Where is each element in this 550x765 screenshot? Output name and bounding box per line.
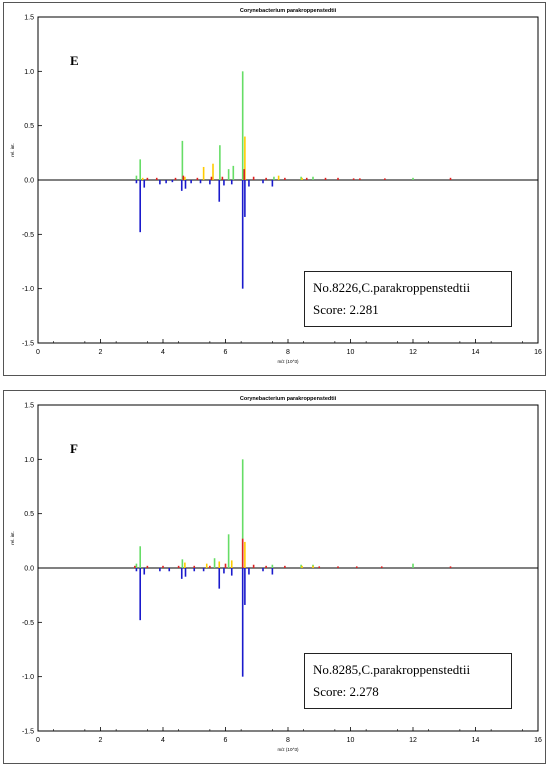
legend-strain-label: No.8226,C.parakroppenstedtii (313, 280, 471, 295)
y-tick-label: 0.5 (24, 511, 34, 518)
x-tick-label: 2 (99, 349, 103, 356)
y-tick-label: 1.0 (24, 457, 34, 464)
y-tick-label: 1.5 (24, 403, 34, 410)
y-axis-label: rel. int. (10, 143, 15, 157)
y-axis-label: rel. int. (10, 531, 15, 545)
legend-strain-label: No.8285,C.parakroppenstedtii (313, 662, 471, 677)
y-tick-label: -1.5 (22, 729, 34, 736)
spectrum-chart-f: Corynebacterium parakroppenstedtii 1.5 1.0… (10, 396, 542, 752)
x-tick-label: 16 (534, 349, 542, 356)
x-tick-label: 16 (534, 737, 542, 744)
chart-title: Corynebacterium parakroppenstedtii (240, 8, 337, 14)
x-tick-label: 10 (347, 737, 355, 744)
y-tick-label: 1.5 (24, 15, 34, 22)
x-tick-label: 8 (286, 349, 290, 356)
x-tick-label: 6 (224, 349, 228, 356)
y-tick-label: -1.0 (22, 674, 34, 681)
x-tick-label: 4 (161, 737, 165, 744)
x-tick-label: 4 (161, 349, 165, 356)
y-tick-label: 1.0 (24, 69, 34, 76)
x-tick-label: 0 (36, 737, 40, 744)
x-tick-label: 2 (99, 737, 103, 744)
score-legend-box: No.8226,C.parakroppenstedtii Score: 2.28… (304, 271, 512, 327)
y-tick-label: -1.5 (22, 341, 34, 348)
y-tick-label: 0.5 (24, 123, 34, 130)
x-tick-label: 6 (224, 737, 228, 744)
score-legend-box: No.8285,C.parakroppenstedtii Score: 2.27… (304, 653, 512, 709)
panel-letter: E (70, 53, 79, 68)
x-tick-label: 14 (472, 349, 480, 356)
x-tick-label: 10 (347, 349, 355, 356)
y-tick-label: -0.5 (22, 620, 34, 627)
y-tick-label: -0.5 (22, 232, 34, 239)
x-tick-label: 12 (409, 349, 417, 356)
x-axis-label: m/z (10^3) (277, 747, 299, 752)
spectrum-panel-f: Corynebacterium parakroppenstedtii 1.5 1.0… (3, 390, 546, 764)
x-tick-label: 12 (409, 737, 417, 744)
x-tick-label: 14 (472, 737, 480, 744)
spectrum-panel-e: Corynebacterium parakroppenstedtii 1.5 1.0… (3, 2, 546, 376)
y-tick-label: -1.0 (22, 286, 34, 293)
y-tick-label: 0.0 (24, 178, 34, 185)
x-tick-label: 8 (286, 737, 290, 744)
legend-score-label: Score: 2.281 (313, 302, 379, 317)
spectrum-chart-e: Corynebacterium parakroppenstedtii 1.5 1.0… (10, 8, 542, 364)
legend-score-label: Score: 2.278 (313, 684, 379, 699)
x-tick-label: 0 (36, 349, 40, 356)
panel-letter: F (70, 441, 78, 456)
x-axis-label: m/z (10^3) (277, 359, 299, 364)
y-tick-label: 0.0 (24, 566, 34, 573)
chart-title: Corynebacterium parakroppenstedtii (240, 396, 337, 402)
